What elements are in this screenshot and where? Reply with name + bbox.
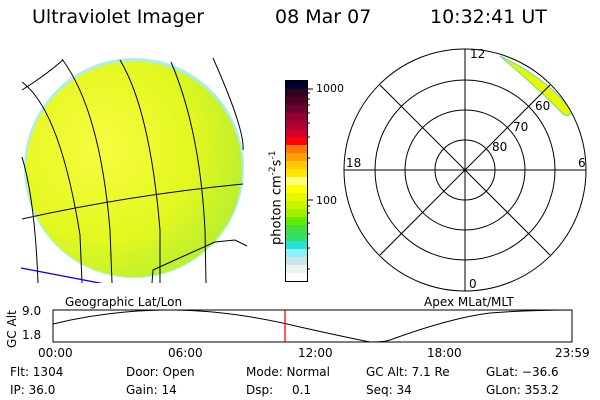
colorbar-band <box>286 209 307 217</box>
polar-plot <box>343 48 587 292</box>
xtick: 00:00 <box>38 346 73 360</box>
colorbar-tick-1000: 1000 <box>316 82 344 95</box>
xtick: 12:00 <box>298 346 333 360</box>
colorbar-tick-100: 100 <box>316 194 337 207</box>
colorbar-band <box>286 105 307 113</box>
colorbar-band <box>286 201 307 209</box>
date-label: 08 Mar 07 <box>275 6 372 28</box>
xtick: 06:00 <box>168 346 203 360</box>
earth-disk <box>26 61 242 277</box>
geographic-label: Geographic Lat/Lon <box>65 295 183 309</box>
colorbar-band <box>286 97 307 105</box>
status-gc-alt: GC Alt: 7.1 Re <box>366 365 450 379</box>
colorbar-band <box>286 129 307 137</box>
mlt-label-12: 12 <box>470 47 486 61</box>
colorbar-band <box>286 137 307 145</box>
status-mode: Mode: Normal <box>246 365 330 379</box>
colorbar-band <box>286 145 307 153</box>
colorbar-band <box>286 241 307 249</box>
lat-label-70: 70 <box>513 120 529 134</box>
colorbar-band <box>286 81 307 89</box>
altitude-plot-frame <box>52 309 573 343</box>
colorbar-band <box>286 177 307 185</box>
instrument-title: Ultraviolet Imager <box>32 6 205 28</box>
status-flt: Flt: 1304 <box>10 365 64 379</box>
ytick-9: 9.0 <box>22 304 42 318</box>
apex-label: Apex MLat/MLT <box>424 295 514 309</box>
status-dsp-value: 0.1 <box>292 383 312 397</box>
lat-label-80: 80 <box>492 140 508 154</box>
status-ip: IP: 36.0 <box>10 383 56 397</box>
status-gain: Gain: 14 <box>126 383 177 397</box>
colorbar-band <box>286 121 307 129</box>
altitude-curve <box>52 309 573 343</box>
colorbar-band <box>286 257 307 265</box>
xtick: 23:59 <box>555 346 590 360</box>
lat-label-60: 60 <box>535 99 551 113</box>
xtick: 18:00 <box>427 346 462 360</box>
colorbar-band <box>286 185 307 193</box>
colorbar <box>285 80 308 282</box>
equator-line <box>21 183 244 220</box>
mlt-label-6: 6 <box>578 156 586 170</box>
colorbar-band <box>286 169 307 177</box>
status-glon: GLon: 353.2 <box>486 383 559 397</box>
colorbar-band <box>286 273 307 281</box>
colorbar-band <box>286 249 307 257</box>
meridian-line <box>21 81 83 283</box>
status-glat: GLat: −36.6 <box>486 365 559 379</box>
auroral-oval <box>499 55 573 117</box>
coastline <box>151 239 248 283</box>
status-seq: Seq: 34 <box>366 383 412 397</box>
colorbar-band <box>286 113 307 121</box>
colorbar-band <box>286 89 307 97</box>
status-door: Door: Open <box>126 365 195 379</box>
altitude-ylabel: GC Alt <box>5 310 19 348</box>
colorbar-band <box>286 161 307 169</box>
status-dsp-label: Dsp: <box>246 383 274 397</box>
colorbar-band <box>286 153 307 161</box>
geographic-image <box>20 57 248 283</box>
colorbar-band <box>286 265 307 273</box>
terminator-line <box>20 267 103 283</box>
colorbar-band <box>286 225 307 233</box>
colorbar-band <box>286 233 307 241</box>
mlt-label-18: 18 <box>346 156 362 170</box>
mlt-label-0: 0 <box>469 277 477 291</box>
latitude-line <box>21 59 64 91</box>
colorbar-band <box>286 217 307 225</box>
time-label: 10:32:41 UT <box>430 6 547 28</box>
colorbar-band <box>286 193 307 201</box>
ytick-1-8: 1.8 <box>22 328 42 342</box>
